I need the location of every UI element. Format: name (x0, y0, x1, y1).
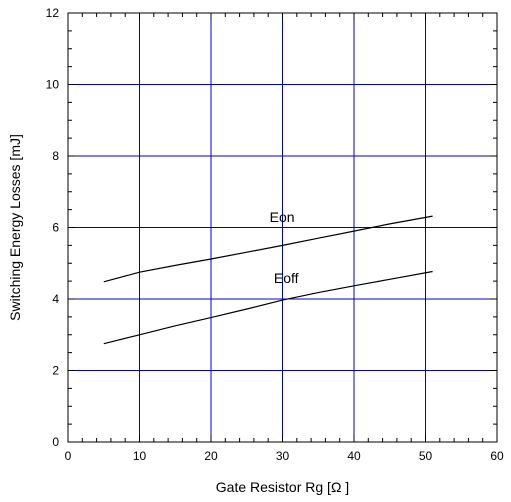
x-axis-title: Gate Resistor Rg [Ω ] (216, 479, 349, 495)
x-tick-label: 40 (347, 449, 361, 463)
y-tick-label: 8 (52, 149, 59, 163)
y-tick-label: 12 (46, 6, 60, 20)
x-tick-label: 10 (133, 449, 147, 463)
series-layer (103, 215, 433, 345)
y-tick-label: 6 (52, 221, 59, 235)
tick-layer (67, 12, 498, 443)
x-tick-label: 30 (276, 449, 290, 463)
y-tick-label: 0 (52, 435, 59, 449)
x-tick-label: 50 (419, 449, 433, 463)
x-tick-label: 20 (204, 449, 218, 463)
y-tick-label: 4 (52, 292, 59, 306)
y-tick-label: 10 (46, 78, 60, 92)
series-label-eon: Eon (270, 209, 295, 225)
grid-layer (68, 13, 497, 442)
y-tick-label: 2 (52, 364, 59, 378)
y-axis-title: Switching Energy Losses [mJ] (7, 134, 23, 321)
x-tick-label: 0 (65, 449, 72, 463)
series-label-eoff: Eoff (274, 270, 299, 286)
series-line-eoff (103, 270, 433, 345)
series-line-eon (103, 215, 433, 283)
x-tick-label: 60 (490, 449, 504, 463)
label-layer: 0 10 20 30 40 50 60 0 2 4 6 8 10 12 Eon Eoff (46, 6, 504, 463)
